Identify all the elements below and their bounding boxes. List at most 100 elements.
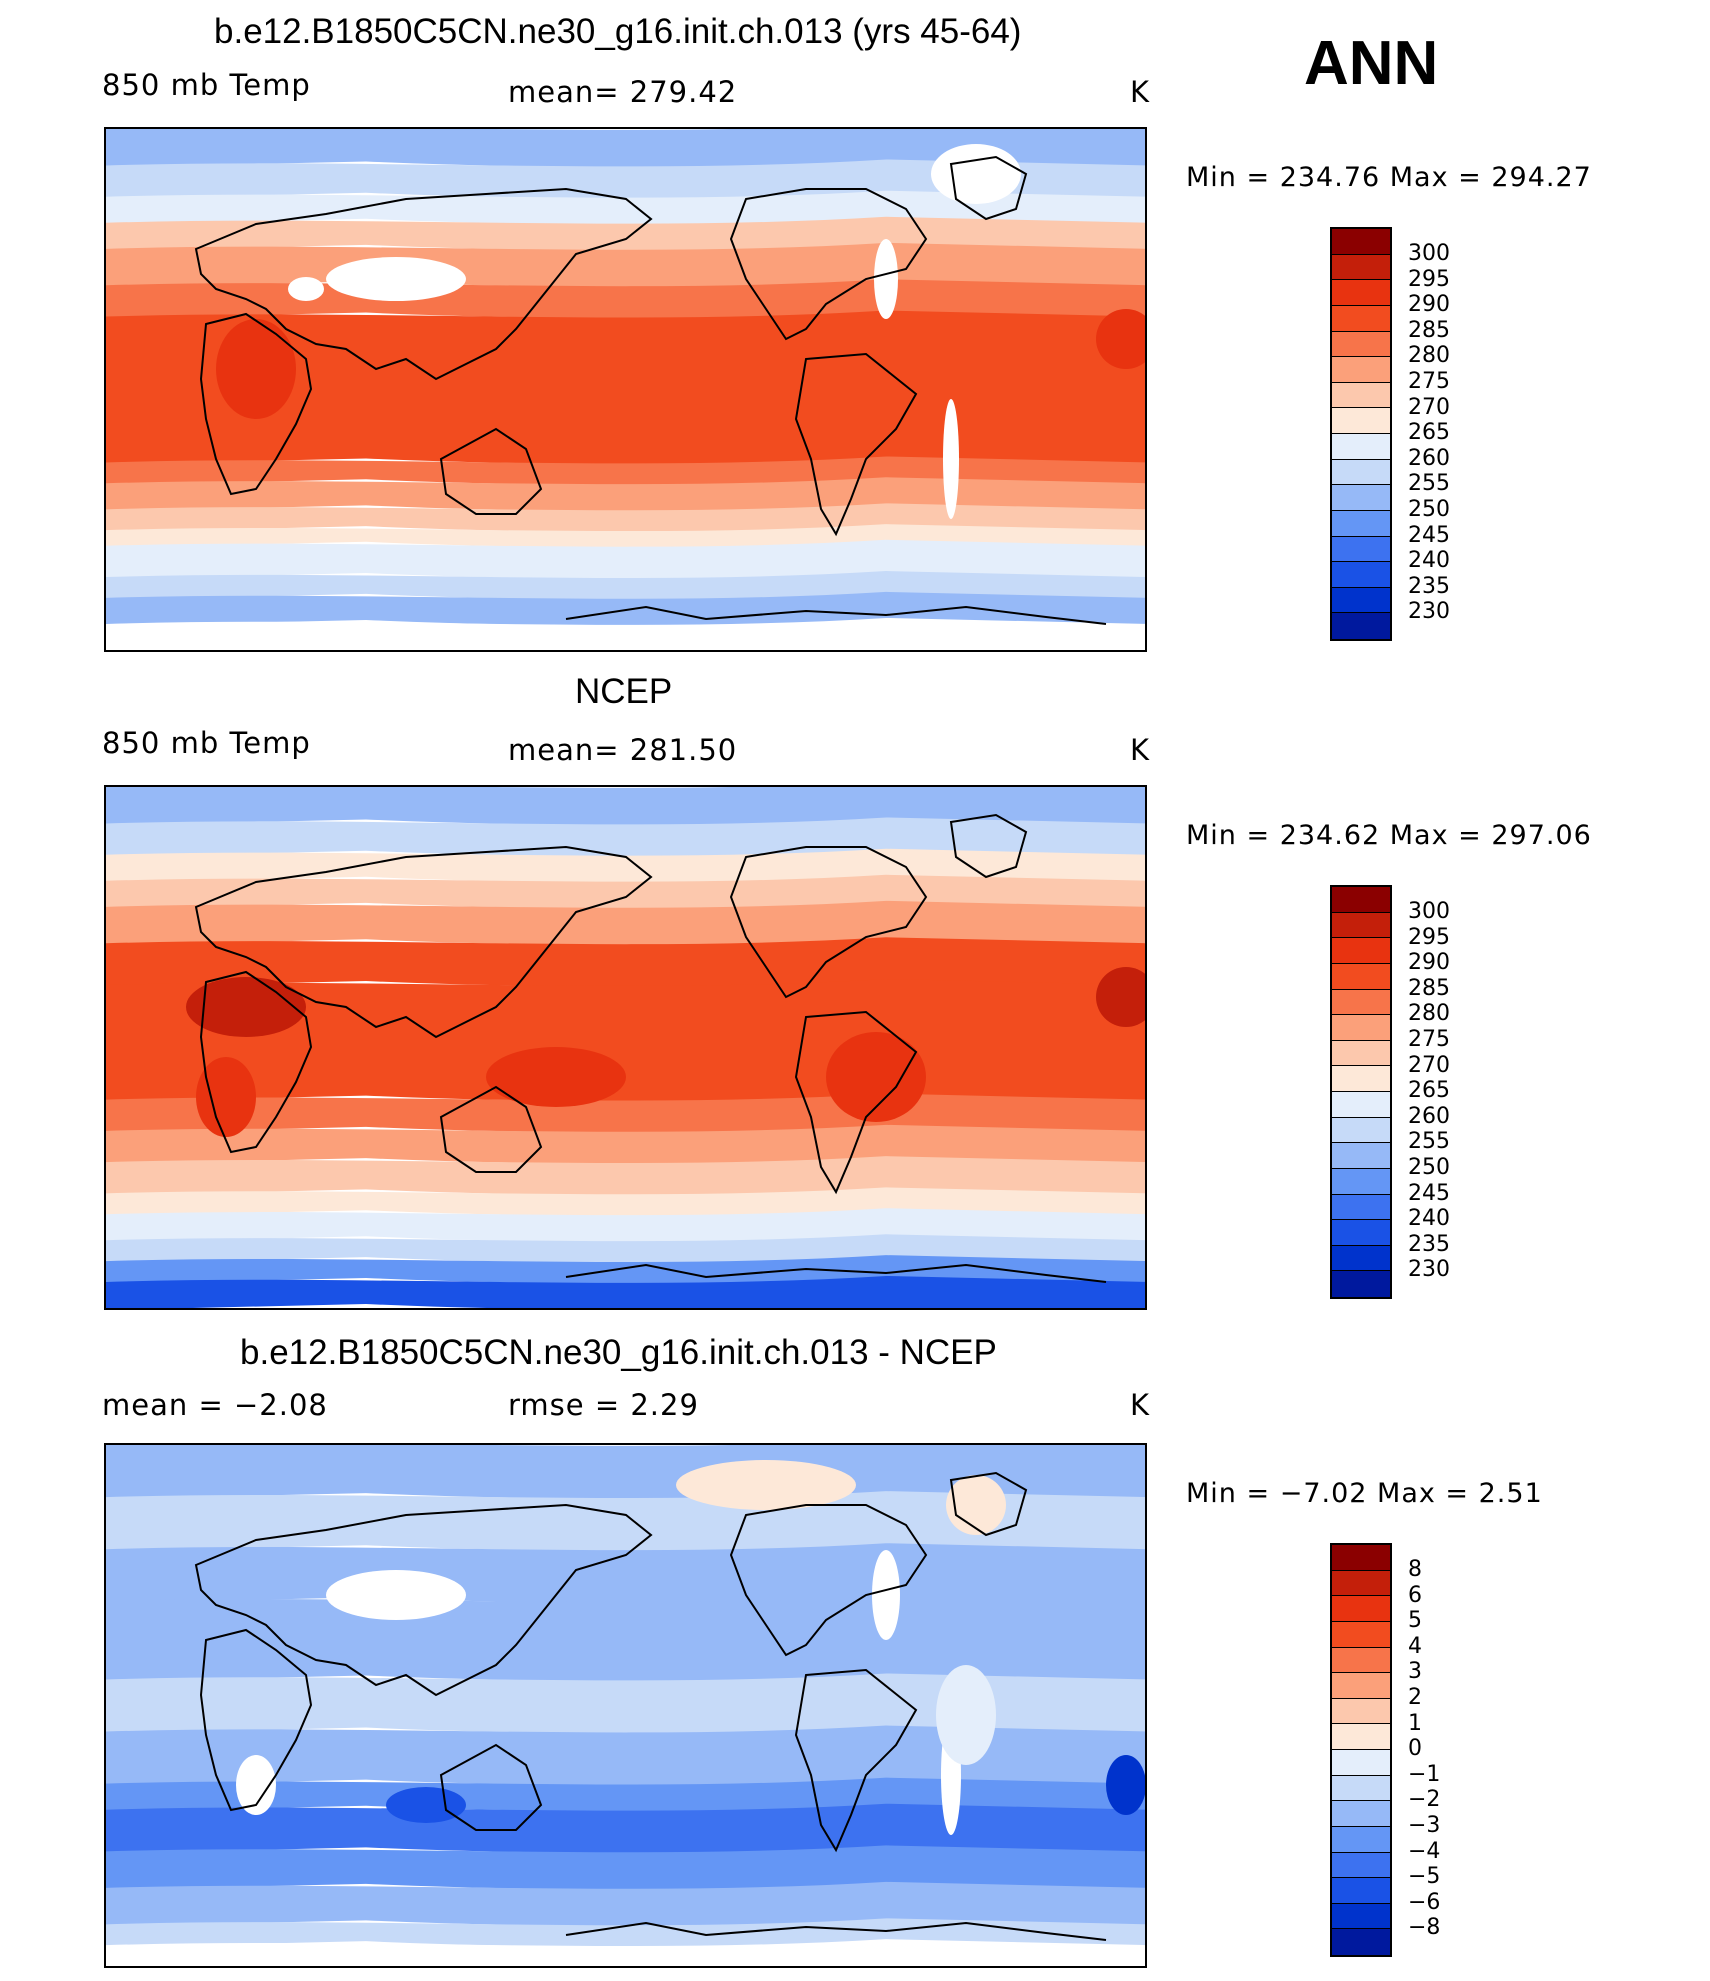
colorbar-swatch [1332, 254, 1390, 281]
colorbar-tick-label: 280 [1408, 1001, 1450, 1027]
contour-band [106, 937, 1145, 987]
panel-title-model: b.e12.B1850C5CN.ne30_g16.init.ch.013 (yr… [214, 12, 1022, 51]
panel-minmax-model: Min = 234.76 Max = 294.27 [1186, 162, 1592, 193]
colorbar-tick-label: 285 [1408, 975, 1450, 1001]
colorbar-tick-label: 265 [1408, 1078, 1450, 1104]
colorbar-swatch [1332, 1545, 1390, 1571]
contour-band [106, 310, 1145, 465]
colorbar-tick-label: 300 [1408, 899, 1450, 924]
contour-band [106, 159, 1145, 199]
colorbar-swatch [1332, 1826, 1390, 1853]
contour-band [106, 1491, 1145, 1552]
colorbar-swatch [1332, 1852, 1390, 1879]
panel-units-model: K [1130, 75, 1151, 109]
contour-blob [486, 1047, 626, 1107]
colorbar-swatch [1332, 1092, 1390, 1118]
contour-blob [1096, 967, 1145, 1027]
map-diff [104, 1443, 1147, 1968]
colorbar-swatch [1332, 1040, 1390, 1067]
contour-band [106, 539, 1145, 580]
coastline [194, 187, 653, 381]
panel-left-label-obs: 850 mb Temp [102, 726, 311, 760]
contour-blob [872, 1550, 900, 1640]
coastline [565, 1263, 1107, 1283]
panel-minmax-diff: Min = −7.02 Max = 2.51 [1186, 1478, 1543, 1509]
panel-units-diff: K [1130, 1388, 1151, 1422]
colorbar-swatch [1332, 408, 1390, 434]
contour-band [106, 1845, 1145, 1890]
contour-blob [196, 1057, 256, 1137]
coastline [794, 352, 918, 537]
colorbar-tick-label: 260 [1408, 445, 1450, 471]
coastline [794, 1010, 918, 1195]
colorbar-swatch [1332, 613, 1390, 639]
colorbar-swatch [1332, 1647, 1390, 1674]
colorbar-tick-label: 240 [1408, 548, 1450, 574]
season-label: ANN [1304, 29, 1439, 98]
colorbar-tick-label: 290 [1408, 292, 1450, 318]
colorbar-swatch [1332, 1801, 1390, 1827]
colorbar-tick-label: 285 [1408, 317, 1450, 343]
colorbar-swatch [1332, 1621, 1390, 1648]
colorbar-tick-label: 230 [1408, 1257, 1450, 1283]
contour-band [106, 1275, 1145, 1308]
colorbar-tick-label: 2 [1408, 1685, 1422, 1710]
panel-units-obs: K [1130, 733, 1151, 767]
colorbar-tick-label: 295 [1408, 266, 1450, 292]
contour-band [106, 1124, 1145, 1165]
colorbar-tick-label: 235 [1408, 573, 1450, 599]
colorbar-swatch [1332, 562, 1390, 588]
colorbar-tick-label: −2 [1408, 1787, 1441, 1813]
contour-band [106, 1725, 1145, 1786]
coastline [729, 846, 928, 999]
panel-mean-diff: mean = −2.08 [102, 1388, 328, 1422]
coastline [199, 970, 313, 1154]
colorbar-tick-label: 295 [1408, 924, 1450, 950]
colorbar-model [1330, 227, 1392, 641]
contour-band [106, 477, 1145, 512]
colorbar-swatch [1332, 536, 1390, 563]
colorbar-tick-label: −5 [1408, 1864, 1441, 1890]
colorbar-swatch [1332, 1903, 1390, 1930]
coastline [199, 312, 313, 496]
map-svg [106, 129, 1145, 650]
coastline [565, 1921, 1107, 1941]
contour-blob [326, 1570, 466, 1620]
colorbar-tick-label: 290 [1408, 950, 1450, 976]
contour-blob [946, 1475, 1006, 1535]
colorbar-swatch [1332, 1220, 1390, 1246]
map-obs [104, 785, 1147, 1310]
colorbar-swatch [1332, 1775, 1390, 1802]
contour-band [106, 1445, 1145, 1500]
colorbar-swatch [1332, 1271, 1390, 1297]
contour-band [106, 617, 1145, 650]
contour-blob [931, 144, 1021, 204]
colorbar-swatch [1332, 459, 1390, 486]
colorbar-tick-label: 3 [1408, 1659, 1422, 1685]
contour-blob [936, 1665, 996, 1765]
colorbar-tick-label: 8 [1408, 1557, 1422, 1582]
colorbar-diff [1330, 1543, 1392, 1957]
coastline [949, 155, 1028, 221]
colorbar-obs [1330, 885, 1392, 1299]
colorbar-tick-label: 300 [1408, 241, 1450, 266]
colorbar-tick-label: 245 [1408, 522, 1450, 548]
contour-band [106, 1543, 1145, 1604]
colorbar-swatch [1332, 434, 1390, 460]
colorbar-tick-label: 6 [1408, 1582, 1422, 1608]
colorbar-swatch [1332, 1143, 1390, 1169]
colorbar-tick-label: −4 [1408, 1838, 1441, 1864]
contour-band [106, 900, 1145, 946]
colorbar-swatch [1332, 587, 1390, 614]
colorbar-tick-label: 255 [1408, 471, 1450, 497]
contour-band [106, 129, 1145, 168]
colorbar-swatch [1332, 1596, 1390, 1622]
colorbar-tick-label: 255 [1408, 1129, 1450, 1155]
colorbar-tick-label: 270 [1408, 1052, 1450, 1078]
contour-blob [874, 239, 898, 319]
colorbar-tick-label: 230 [1408, 599, 1450, 625]
contour-band [106, 874, 1145, 909]
colorbar-swatch [1332, 1929, 1390, 1955]
colorbar-swatch [1332, 938, 1390, 964]
coastline [194, 845, 653, 1039]
